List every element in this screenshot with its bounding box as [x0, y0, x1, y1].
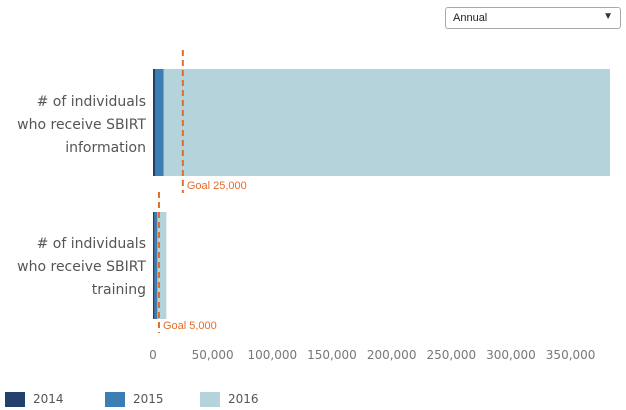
category-label-information: # of individuals who receive SBIRT infor… — [0, 91, 146, 160]
legend-item-2015: 2015 — [105, 390, 164, 408]
period-dropdown-value: Annual — [453, 12, 488, 24]
legend-item-2014: 2014 — [5, 390, 64, 408]
category-label-line: # of individuals — [36, 236, 146, 252]
x-tick-label: 300,000 — [486, 348, 536, 362]
bar-chart: Goal 25,000 Goal 5,000 0 50,000 100,000 150,0… — [149, 50, 611, 362]
legend-swatch — [200, 391, 220, 407]
legend-item-2016: 2016 — [200, 390, 259, 408]
chevron-down-icon: ▼ — [603, 11, 613, 22]
goal-label: Goal 5,000 — [163, 320, 217, 332]
x-tick-label: 200,000 — [367, 348, 417, 362]
x-tick-label: 250,000 — [426, 348, 476, 362]
legend-swatch — [5, 391, 25, 407]
x-tick-label: 0 — [149, 348, 157, 362]
bar-2015-0 — [155, 69, 164, 176]
category-label-line: who receive SBIRT — [17, 259, 146, 275]
goal-label: Goal 25,000 — [187, 180, 247, 192]
legend-label: 2015 — [133, 392, 164, 406]
category-label-line: information — [65, 140, 146, 156]
period-dropdown[interactable]: Annual ▼ — [445, 7, 621, 29]
category-label-training: # of individuals who receive SBIRT train… — [0, 233, 146, 302]
x-tick-label: 50,000 — [192, 348, 234, 362]
bar-2014-0 — [153, 69, 156, 176]
bar-2014-1 — [153, 212, 155, 319]
x-tick-label: 350,000 — [546, 348, 596, 362]
bar-2015-1 — [154, 212, 158, 319]
bar-2016-1 — [157, 212, 167, 319]
x-tick-label: 100,000 — [248, 348, 298, 362]
bar-2016-0 — [163, 69, 611, 176]
category-label-line: # of individuals — [36, 94, 146, 110]
legend-swatch — [105, 391, 125, 407]
legend-label: 2014 — [33, 392, 64, 406]
category-label-line: who receive SBIRT — [17, 117, 146, 133]
x-tick-label: 150,000 — [307, 348, 357, 362]
legend-label: 2016 — [228, 392, 259, 406]
category-label-line: training — [91, 282, 146, 298]
